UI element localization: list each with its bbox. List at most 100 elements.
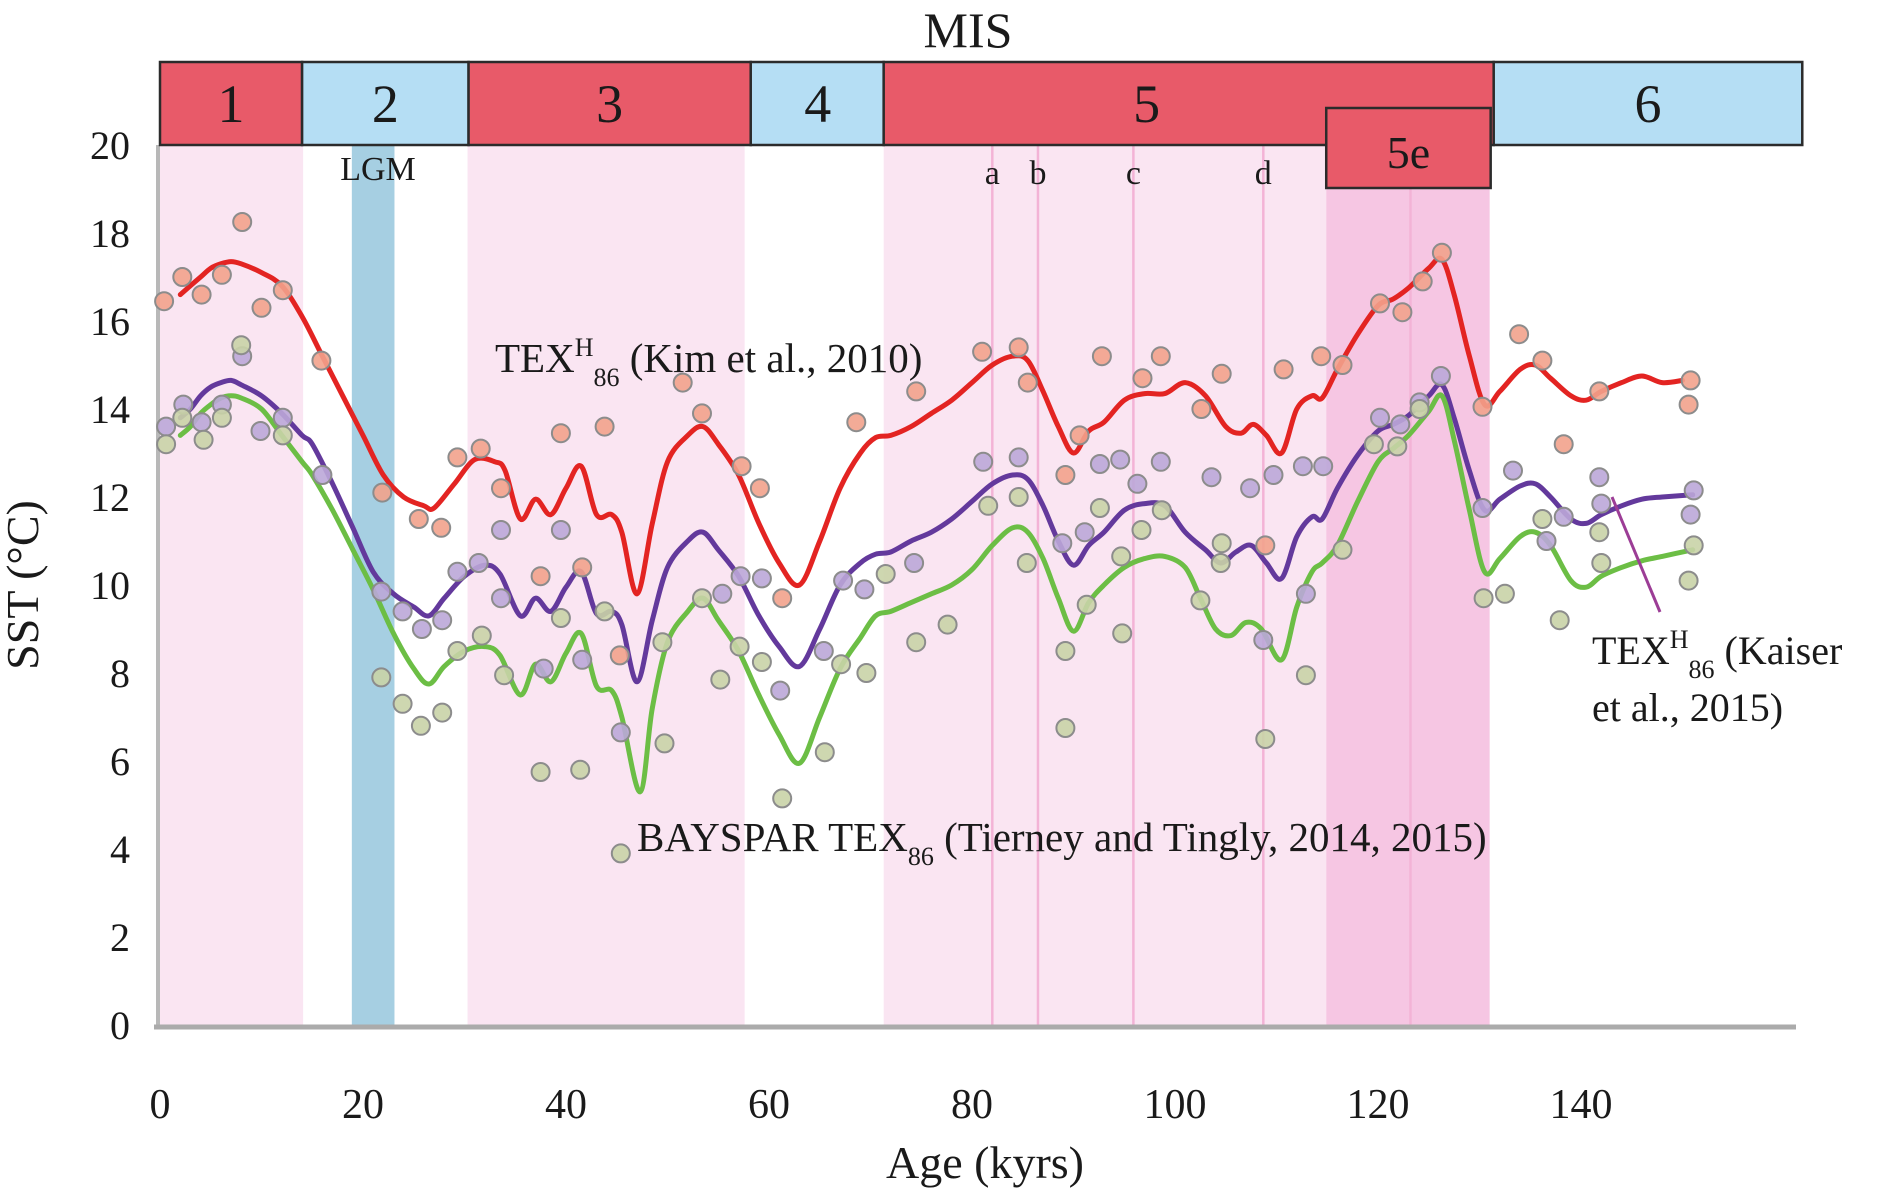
kaiser2015-scatter-point: [491, 588, 511, 609]
mis5-substage-label-d: d: [1255, 155, 1272, 192]
bayspar-scatter-point: [371, 667, 392, 688]
kim2010-scatter-point: [1211, 363, 1232, 384]
axes-layer: [154, 145, 1796, 1030]
kim2010-scatter-point: [731, 456, 752, 477]
kim2010-scatter-point: [1017, 372, 1038, 393]
x-tick-label-120: 120: [1347, 1082, 1410, 1128]
kim2010-scatter-point: [491, 478, 511, 499]
kim2010-scatter-point: [692, 403, 712, 424]
bayspar-scatter-point: [494, 665, 515, 686]
mis5e-pink-band: [1326, 145, 1490, 1025]
kim2010-scatter-point: [1589, 381, 1610, 402]
x-axis-title: Age (kyrs): [886, 1137, 1084, 1188]
mis-stage-box-6: [1492, 60, 1804, 147]
kim2010-scatter-point: [447, 447, 468, 468]
kim2010-scatter-point: [972, 341, 993, 362]
kim2010-scatter-point: [1008, 337, 1029, 358]
kim2010-scatter-point: [1191, 399, 1212, 419]
kaiser2015-scatter-point: [854, 579, 875, 600]
x-tick-label-140: 140: [1550, 1082, 1613, 1128]
bayspar-scatter-point: [392, 693, 413, 714]
kaiser2015-scatter-point: [1390, 414, 1411, 435]
kaiser2015-scatter-point: [432, 610, 453, 631]
shaded-bands-layer: [160, 145, 1490, 1025]
kaiser2015-scatter-point: [572, 649, 593, 670]
mis-stage-box-1: [158, 60, 304, 147]
bayspar-scatter-point: [814, 742, 835, 763]
kim2010-scatter-point: [1532, 350, 1553, 371]
kim2010-scatter-point: [311, 350, 332, 371]
kim2010-scatter-point: [594, 416, 615, 437]
y-tick-label-8: 8: [110, 651, 130, 696]
bayspar-scatter-point: [272, 425, 293, 446]
kaiser2015-scatter-point: [1295, 583, 1316, 604]
y-tick-label-10: 10: [90, 563, 130, 608]
kaiser2015-scatter-point: [1150, 451, 1171, 472]
bayspar-scatter-point: [1678, 570, 1699, 591]
kaiser2015-scatter-point: [250, 421, 271, 441]
bayspar-scatter-point: [1409, 399, 1430, 419]
kaiser2015-scatter-point: [751, 568, 772, 589]
bayspar-scatter-point: [1532, 509, 1553, 529]
bayspar-scatter-point: [1211, 533, 1232, 554]
bayspar-scatter-point: [654, 733, 675, 754]
y-tick-label-0: 0: [110, 1003, 130, 1048]
kim2010-scatter-point: [1069, 425, 1090, 446]
mis3-pink-band: [467, 145, 745, 1025]
mis-stage-number-4: 4: [804, 74, 831, 134]
bayspar-scatter-point: [1589, 522, 1610, 543]
bayspar-scatter-point: [1089, 498, 1110, 518]
kaiser2015-scatter-point: [904, 553, 925, 573]
kaiser2015-curve: [177, 377, 1696, 685]
kaiser2015-scatter-point: [1074, 522, 1095, 543]
bayspar-scatter-point: [1076, 594, 1097, 615]
mis-stage-number-5: 5: [1133, 74, 1160, 134]
kim2010-scatter-point: [1311, 346, 1332, 367]
kim2010-curve: [177, 255, 1685, 597]
chart-title: MIS: [924, 2, 1013, 58]
bayspar-scatter-point: [1387, 436, 1408, 457]
bayspar-scatter-point: [1131, 520, 1152, 540]
kim2010-scatter-point: [1509, 324, 1530, 345]
kaiser2015-scatter-point: [312, 465, 333, 485]
bayspar-scatter-point: [1055, 718, 1076, 738]
kim2010-scatter-point: [431, 517, 452, 538]
bayspar-scatter-point: [471, 625, 492, 646]
bayspar-scatter-point: [1112, 623, 1133, 644]
bayspar-scatter-point: [447, 641, 468, 661]
kim2010-scatter-point: [1553, 434, 1574, 455]
bayspar-scatter-point: [1016, 553, 1037, 573]
kim2010-scatter-point: [154, 291, 175, 312]
bayspar-scatter-point: [1255, 729, 1276, 749]
bayspar-scatter-point: [906, 632, 927, 653]
kaiser2015-scatter-point: [550, 520, 571, 540]
kaiser2015-scatter-point: [191, 412, 212, 433]
bayspar-curve-label: BAYSPAR TEX86 (Tierney and Tingly, 2014,…: [637, 814, 1487, 871]
bayspar-scatter-point: [856, 663, 877, 683]
bayspar-scatter-point: [172, 407, 193, 428]
kaiser2015-scatter-point: [1201, 467, 1222, 488]
kaiser2015-scatter-point: [392, 601, 413, 622]
kaiser2015-scatter-point: [973, 451, 994, 472]
kaiser2015-scatter-point: [1263, 465, 1284, 485]
kaiser2015-scatter-point: [1430, 366, 1451, 386]
kaiser2015-scatter-point: [610, 722, 631, 743]
kaiser2015-callout-line: [1610, 496, 1662, 613]
kaiser2015-scatter-point: [1292, 456, 1313, 477]
bayspar-scatter-point: [193, 429, 214, 450]
bayspar-scatter-point: [550, 608, 571, 628]
y-axis-title: SST (°C): [0, 500, 48, 670]
kim2010-scatter-point: [1472, 396, 1493, 417]
bayspar-scatter-point: [1332, 539, 1353, 560]
kaiser2015-scatter-point: [1370, 407, 1390, 428]
bayspar-curve: [177, 392, 1696, 795]
curves-layer: [177, 255, 1696, 795]
kim2010-scatter-point: [1678, 394, 1699, 415]
kaiser2015-scatter-point: [1472, 498, 1493, 518]
bayspar-scatter-point: [937, 614, 958, 635]
kaiser2015-scatter-point: [411, 619, 432, 639]
kim2010-scatter-point: [749, 478, 770, 499]
y-tick-label-4: 4: [110, 827, 130, 872]
